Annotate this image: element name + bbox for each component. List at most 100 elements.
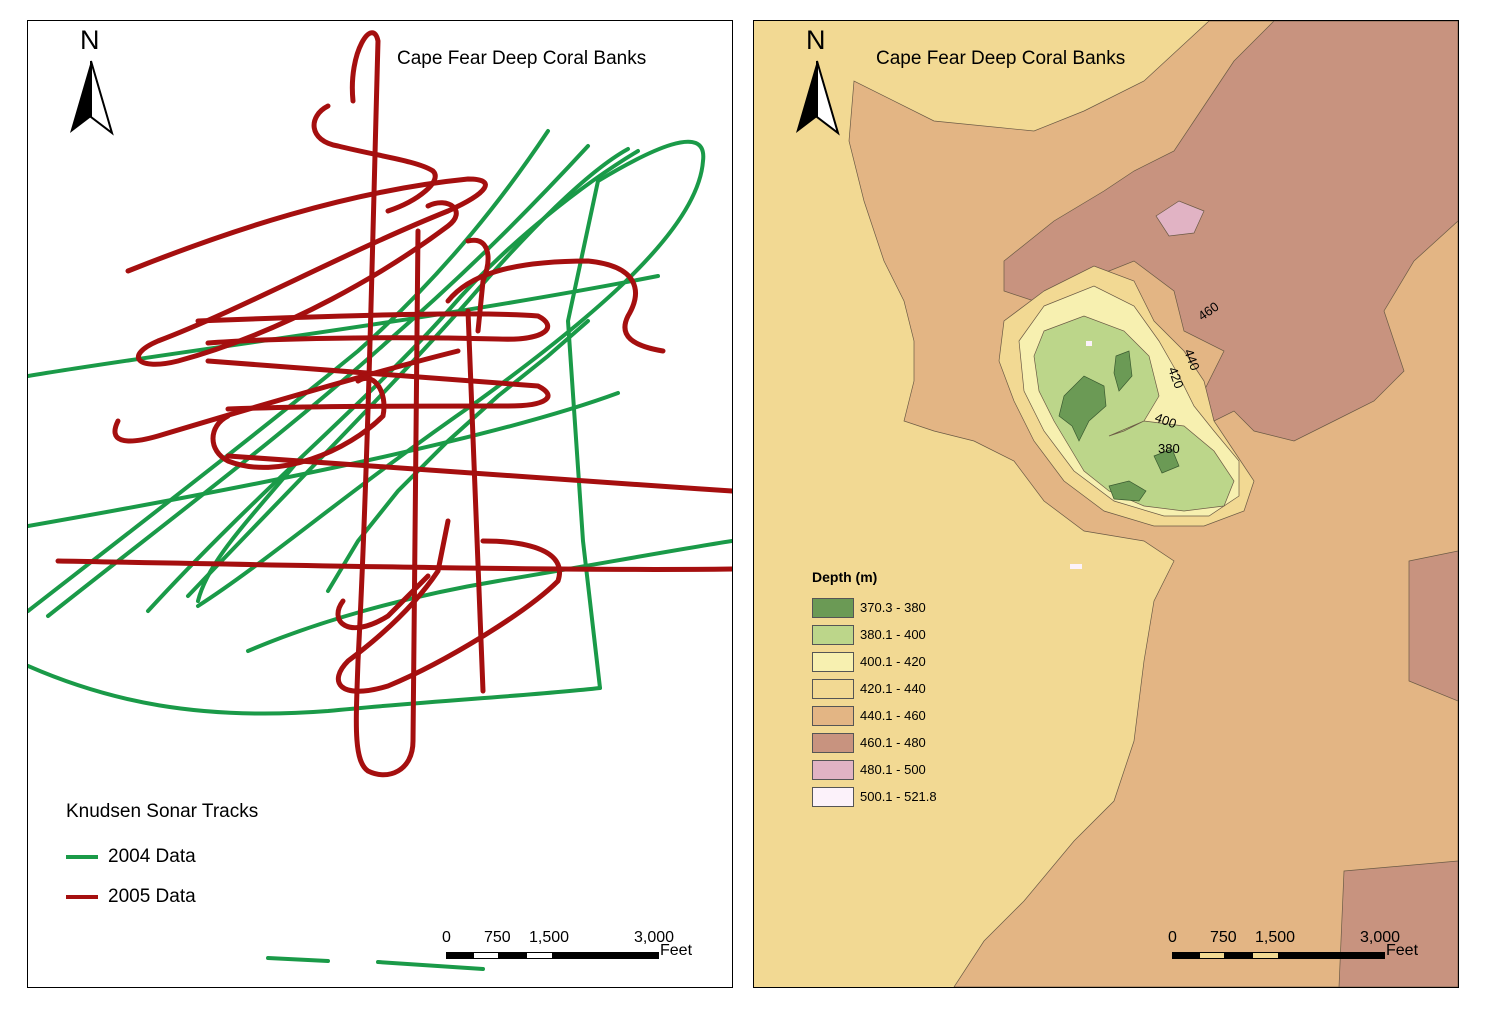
legend-label: 460.1 - 480 bbox=[860, 735, 926, 750]
sonar-tracks-map: Cape Fear Deep Coral Banks N Knudsen Son… bbox=[27, 20, 733, 988]
track-2005-line bbox=[311, 103, 438, 214]
legend-label: 420.1 - 440 bbox=[860, 681, 926, 696]
depth-zone-370-380 bbox=[1153, 448, 1180, 474]
legend-swatch-2005 bbox=[66, 895, 98, 899]
legend-swatch bbox=[812, 651, 854, 672]
north-label: N bbox=[806, 25, 826, 55]
legend-label: 440.1 - 460 bbox=[860, 708, 926, 723]
scale-segment bbox=[1252, 952, 1279, 959]
legend-label: 500.1 - 521.8 bbox=[860, 789, 937, 804]
scale-unit: Feet bbox=[660, 942, 693, 959]
legend-label: 2004 Data bbox=[108, 846, 196, 867]
track-2005-line bbox=[195, 311, 551, 346]
track-2005-line bbox=[336, 308, 563, 694]
depth-zone-460-480 bbox=[1003, 21, 1458, 442]
legend-item: 380.1 - 400 bbox=[812, 621, 937, 648]
scale-segment bbox=[553, 952, 659, 959]
north-arrow-icon bbox=[70, 60, 114, 136]
legend-item: 500.1 - 521.8 bbox=[812, 783, 937, 810]
sonar-tracks-plot bbox=[28, 30, 732, 971]
scale-bar: 0 750 1,500 3,000 Feet bbox=[442, 929, 692, 969]
scale-segment bbox=[1279, 952, 1385, 959]
track-2004-line bbox=[28, 274, 660, 378]
track-2004-line bbox=[28, 664, 602, 716]
scale-tick-label: 750 bbox=[484, 929, 511, 946]
contour-label: 420 bbox=[1165, 365, 1187, 391]
scale-tick-label: 0 bbox=[442, 929, 451, 946]
depth-zone-370-380 bbox=[1108, 480, 1147, 502]
legend-label: 400.1 - 420 bbox=[860, 654, 926, 669]
bathymetry-plot: 460 440 420 400 380 bbox=[848, 21, 1458, 987]
depth-legend: Depth (m) 370.3 - 380 380.1 - 400 400.1 … bbox=[812, 569, 937, 810]
legend-item: 2005 Data bbox=[66, 877, 258, 917]
track-2004-line bbox=[196, 459, 300, 603]
track-2004-line bbox=[28, 391, 620, 528]
legend-swatch bbox=[812, 597, 854, 618]
legend-item: 480.1 - 500 bbox=[812, 756, 937, 783]
track-2005-line bbox=[112, 348, 461, 444]
scale-tick-label: 3,000 bbox=[1360, 929, 1401, 946]
legend-label: 380.1 - 400 bbox=[860, 627, 926, 642]
legend-title: Depth (m) bbox=[812, 569, 878, 585]
legend-label: 480.1 - 500 bbox=[860, 762, 926, 777]
scale-segment bbox=[446, 952, 473, 959]
legend-item: 420.1 - 440 bbox=[812, 675, 937, 702]
tracks-2005 bbox=[55, 30, 732, 778]
map-title: Cape Fear Deep Coral Banks bbox=[397, 48, 647, 69]
track-2005-line bbox=[349, 30, 421, 778]
depth-zone-500-521 bbox=[1070, 564, 1082, 569]
map-title: Cape Fear Deep Coral Banks bbox=[876, 48, 1126, 69]
legend-item: 400.1 - 420 bbox=[812, 648, 937, 675]
scale-segment bbox=[499, 952, 526, 959]
legend-swatch-2004 bbox=[66, 855, 98, 859]
depth-zone-370-380 bbox=[1058, 375, 1107, 442]
track-2004-line bbox=[46, 144, 590, 618]
track-2005-line bbox=[465, 237, 491, 334]
depth-zone-480-500 bbox=[1155, 200, 1205, 237]
legend-title: Knudsen Sonar Tracks bbox=[66, 801, 259, 822]
legend-swatch bbox=[812, 678, 854, 699]
depth-zone-370-380 bbox=[1113, 350, 1133, 392]
depth-zone-460-480 bbox=[1408, 550, 1458, 702]
scale-tick-label: 0 bbox=[1168, 929, 1177, 946]
north-arrow: N bbox=[794, 25, 844, 149]
north-label: N bbox=[80, 25, 100, 55]
legend-swatch bbox=[812, 759, 854, 780]
legend-item: 2004 Data bbox=[66, 837, 258, 877]
contour-label: 400 bbox=[1153, 410, 1179, 432]
north-arrow-icon bbox=[796, 60, 840, 136]
legend-swatch bbox=[812, 732, 854, 753]
track-2005-line bbox=[55, 558, 732, 572]
legend-swatch bbox=[812, 786, 854, 807]
bathymetry-map: 460 440 420 400 380 Cape Fear Deep Coral… bbox=[753, 20, 1459, 988]
track-2004-line bbox=[28, 129, 550, 613]
track-2004-line bbox=[326, 319, 590, 593]
track-2005-line bbox=[210, 376, 387, 470]
legend-swatch bbox=[812, 624, 854, 645]
scale-segment bbox=[473, 952, 499, 959]
depth-zone-380-400 bbox=[1033, 315, 1235, 512]
track-2004-line bbox=[186, 147, 630, 598]
depth-zone-500-521 bbox=[1086, 341, 1092, 346]
track-2004-line bbox=[146, 149, 640, 613]
legend-swatch bbox=[812, 705, 854, 726]
legend-item: 440.1 - 460 bbox=[812, 702, 937, 729]
contour-label: 380 bbox=[1158, 441, 1180, 456]
legend-item: 370.3 - 380 bbox=[812, 594, 937, 621]
scale-segment bbox=[526, 952, 553, 959]
scale-tick-label: 750 bbox=[1210, 929, 1237, 946]
scale-tick-label: 1,500 bbox=[1255, 929, 1296, 946]
track-2005-line bbox=[335, 573, 431, 631]
sonar-legend: Knudsen Sonar Tracks 2004 Data 2005 Data bbox=[66, 801, 258, 917]
track-2004-line bbox=[246, 539, 732, 653]
scale-bar: 0 750 1,500 3,000 Feet bbox=[1168, 929, 1418, 969]
scale-segment bbox=[1172, 952, 1199, 959]
scale-segment bbox=[1199, 952, 1225, 959]
track-2004-line bbox=[196, 139, 706, 690]
scale-segment bbox=[1225, 952, 1252, 959]
legend-label: 370.3 - 380 bbox=[860, 600, 926, 615]
scale-unit: Feet bbox=[1386, 942, 1419, 959]
legend-label: 2005 Data bbox=[108, 886, 196, 907]
track-2005-line bbox=[205, 358, 551, 412]
scale-tick-label: 3,000 bbox=[634, 929, 675, 946]
